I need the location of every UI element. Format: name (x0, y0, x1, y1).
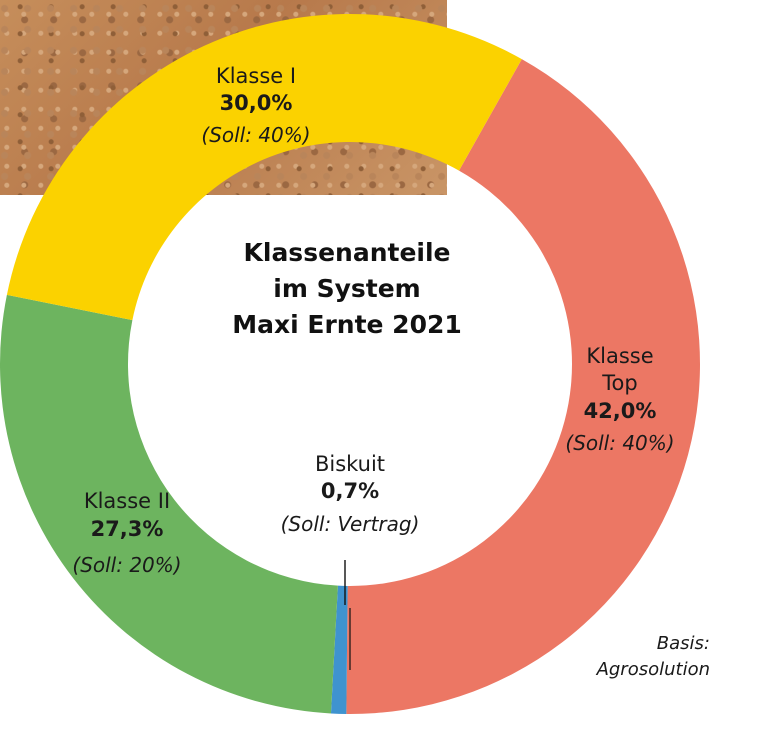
label-klasse-top: Klasse Top 42,0% (Soll: 40%) (565, 344, 674, 455)
source-note: Basis: Agrosolution (596, 633, 710, 680)
title-line-1: Klassenanteile (244, 238, 451, 267)
donut-slice-klasse-ii (0, 294, 338, 714)
chart-title: Klassenanteile im System Maxi Ernte 2021 (232, 238, 462, 339)
slice-name: Klasse I (216, 64, 296, 88)
title-line-3: Maxi Ernte 2021 (232, 310, 462, 339)
label-biskuit: Biskuit 0,7% (Soll: Vertrag) (281, 452, 420, 536)
title-line-2: im System (273, 274, 420, 303)
label-klasse-ii: Klasse II 27,3% (Soll: 20%) (72, 489, 181, 577)
donut-slices (0, 14, 700, 715)
label-klasse-i: Klasse I 30,0% (Soll: 40%) (201, 64, 310, 147)
slice-soll-label: (Soll: 40%) (201, 123, 310, 147)
slice-value-label: 42,0% (584, 399, 657, 423)
source-line-1: Basis: (657, 633, 710, 654)
donut-slice-biskuit (330, 585, 348, 714)
donut-slice-klasse-i (6, 14, 522, 321)
slice-name-line-2: Top (601, 371, 637, 395)
slice-value-label: 27,3% (91, 517, 164, 541)
slice-name: Klasse (586, 344, 653, 368)
slice-name: Biskuit (315, 452, 385, 476)
slice-name: Klasse II (84, 489, 170, 513)
source-line-2: Agrosolution (596, 659, 710, 680)
slice-value-label: 0,7% (321, 479, 379, 503)
slice-soll-label: (Soll: Vertrag) (281, 512, 420, 536)
slice-soll-label: (Soll: 40%) (565, 431, 674, 455)
donut-slice-klasse-top (346, 59, 700, 715)
slice-value-label: 30,0% (220, 91, 293, 115)
slice-soll-label: (Soll: 20%) (72, 553, 181, 577)
